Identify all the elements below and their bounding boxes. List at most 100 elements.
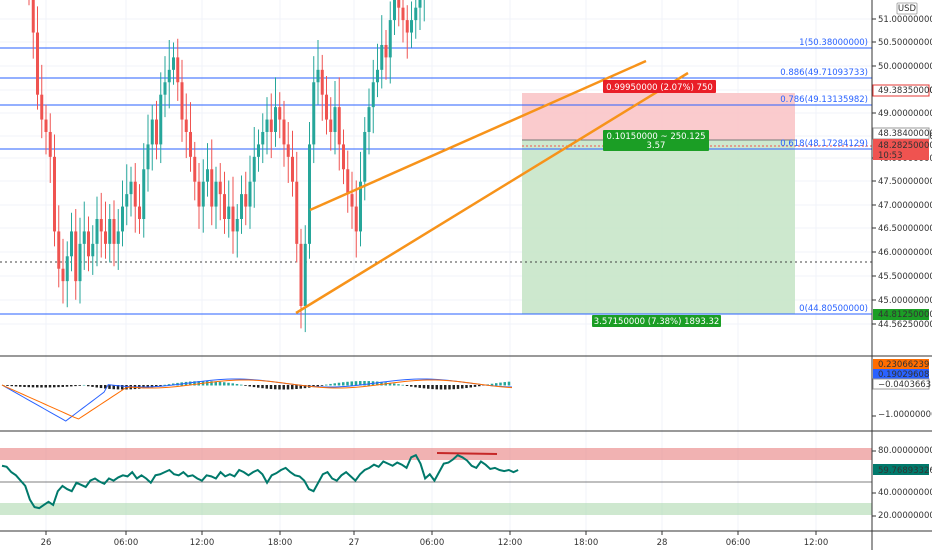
currency-badge[interactable]: USD [896, 2, 918, 15]
loss-zone[interactable] [522, 140, 795, 314]
macd-histogram-bar [456, 385, 460, 389]
rising-channel[interactable] [295, 59, 689, 315]
candle-body [138, 206, 141, 219]
candle-body [418, 0, 422, 8]
position-center-line2: 3.57 [647, 141, 666, 151]
candlestick-series[interactable] [2, 0, 511, 333]
candle-body [342, 144, 345, 170]
rsi-axis-label: 20.00000000 [878, 511, 932, 521]
price-axis-label: 45.00000000 [878, 296, 932, 306]
macd-histogram-bar [325, 384, 328, 386]
macd-histogram-bar [210, 381, 213, 386]
candle-body [82, 231, 86, 244]
price-axis-label: 49.00000000 [878, 109, 932, 119]
candle-body [257, 144, 260, 157]
candle-body [227, 206, 231, 219]
macd-histogram-bar [95, 385, 98, 388]
candle-body [320, 69, 324, 95]
price-axis-label: 50.00000000 [878, 62, 932, 72]
stop-price-tag: 44.81250000 [873, 309, 932, 320]
price-axis-label: 51.00000000 [878, 15, 932, 25]
candle-body [167, 69, 171, 83]
candle-body [201, 181, 205, 207]
position-center-label: 0.10150000 ~ 250.125 3.57 [603, 130, 709, 151]
macd-histogram-bar [418, 385, 421, 388]
macd-histogram-bar [112, 385, 115, 390]
rsi-axis-label: 80.00000000 [878, 446, 932, 456]
macd-histogram-bar [257, 385, 260, 388]
macd-histogram-bar [70, 385, 73, 387]
candle-body [235, 218, 239, 232]
macd-pane[interactable] [1, 378, 513, 422]
macd-histogram-bar [473, 385, 477, 387]
time-axis-label: 12:00 [190, 538, 215, 548]
macd-axis-label: 0.19029608 [878, 370, 929, 380]
macd-histogram-bar [469, 385, 472, 388]
macd-histogram-bar [376, 381, 379, 386]
macd-histogram-bar [410, 385, 413, 387]
macd-histogram-bar [286, 385, 290, 390]
macd-value-tag [873, 369, 929, 379]
candle-body [129, 181, 133, 195]
rsi-axis-label: 40.00000000 [878, 488, 932, 498]
channel-upper-line[interactable] [309, 59, 647, 212]
time-axis-label: 28 [657, 538, 668, 548]
time-axis[interactable]: 26 06:00 12:00 18:00 27 06:00 12:00 18:00 28 06:0… [41, 531, 829, 548]
candle-body [376, 69, 379, 83]
rsi-pane[interactable] [1, 453, 519, 510]
macd-histogram-bar [36, 385, 39, 388]
macd-histogram-bar [197, 381, 200, 386]
candle-body [36, 32, 39, 95]
macd-histogram-bar [299, 385, 302, 389]
candle-body [316, 69, 320, 83]
macd-histogram-bar [78, 385, 81, 386]
candle-body [133, 181, 137, 207]
candle-body [261, 131, 265, 145]
macd-histogram-bar [240, 384, 243, 386]
candle-body [218, 181, 222, 195]
macd-histogram-bar [99, 385, 103, 389]
candle-body [172, 57, 175, 70]
macd-histogram-bar [320, 385, 324, 386]
macd-histogram-bar [159, 385, 162, 386]
macd-histogram-bar [57, 385, 60, 388]
candle-body [163, 82, 167, 95]
fib-level-label: 0.618(48.17284129) [780, 139, 868, 149]
candle-body [367, 107, 371, 132]
candle-body [176, 57, 180, 83]
channel-lower-line[interactable] [295, 71, 689, 315]
time-axis-label: 26 [41, 538, 52, 548]
macd-axis-label: 0.23066239 [878, 360, 929, 370]
macd-histogram-bar [10, 385, 13, 387]
candle-body [414, 7, 418, 21]
candle-body [393, 0, 396, 21]
candle-body [384, 44, 388, 58]
macd-histogram-bar [452, 385, 455, 390]
macd-histogram-bar [329, 383, 332, 386]
price-axis-label: 46.00000000 [878, 248, 932, 258]
price-axis[interactable]: 51.0000000050.5000000050.0000000049.5000… [872, 15, 932, 521]
fibonacci-retracement[interactable] [0, 47, 872, 315]
macd-histogram-bar [163, 384, 166, 386]
macd-histogram-bar [265, 385, 268, 389]
time-axis-label: 18:00 [268, 538, 293, 548]
loss-label-text: 3.57150000 (7.38%) 1893.32 [594, 317, 720, 327]
price-axis-label: 47.00000000 [878, 201, 932, 211]
time-axis-label: 06:00 [420, 538, 445, 548]
price-axis-label: 50.50000000 [878, 38, 932, 48]
macd-histogram-bar [337, 382, 341, 386]
macd-histogram-bar [367, 381, 370, 386]
rsi-oversold-band [0, 503, 872, 515]
rsi-divergence-line[interactable] [436, 452, 498, 455]
candle-body [371, 82, 375, 108]
macd-histogram-bar [414, 385, 417, 388]
fib-level-label: 0.786(49.13135982) [780, 95, 868, 105]
macd-histogram-bar [252, 385, 256, 388]
candle-body [265, 119, 269, 132]
macd-histogram-bar [227, 382, 230, 386]
candle-body [150, 119, 154, 145]
macd-histogram-bar [244, 385, 247, 386]
candle-body [359, 181, 362, 232]
macd-histogram-bar [91, 385, 94, 387]
